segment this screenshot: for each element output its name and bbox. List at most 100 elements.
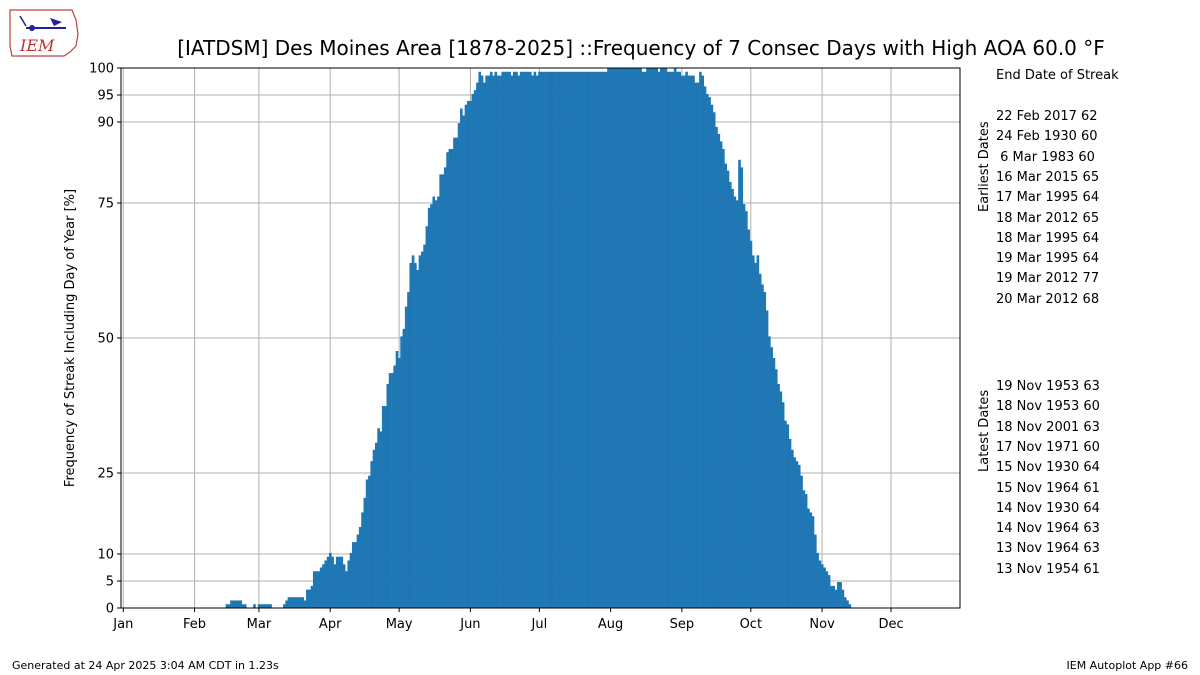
y-tick-label: 10 — [97, 548, 114, 563]
bar-day-282 — [768, 336, 771, 608]
bar-day-179 — [531, 75, 534, 608]
bar-day-116 — [386, 383, 390, 608]
bar-day-122 — [400, 336, 403, 608]
bar-day-160 — [487, 75, 491, 608]
bar-day-295 — [797, 464, 801, 608]
bar-day-108 — [368, 475, 371, 608]
bar-day-314 — [841, 589, 845, 608]
bar-day-89 — [324, 560, 328, 608]
bar-day-182 — [538, 71, 541, 608]
bar-day-102 — [354, 542, 357, 608]
y-tick-label: 5 — [106, 575, 114, 590]
bar-day-204 — [588, 71, 592, 608]
bar-day-191 — [558, 71, 562, 608]
y-tick-label: 100 — [89, 62, 114, 77]
bar-day-169 — [508, 71, 511, 608]
bar-day-80 — [303, 600, 307, 608]
bar-day-188 — [551, 71, 555, 608]
bar-day-274 — [749, 240, 753, 609]
x-tick-label: Sep — [670, 617, 695, 632]
bar-day-242 — [676, 71, 679, 608]
bar-day-90 — [326, 556, 330, 608]
earliest-dates-label: Earliest Dates — [977, 121, 992, 212]
bar-day-127 — [411, 255, 415, 608]
latest-date-entry: 19 Nov 1953 63 — [996, 379, 1100, 394]
bar-day-119 — [393, 365, 396, 608]
bar-day-264 — [726, 170, 730, 608]
earliest-date-entry: 22 Feb 2017 62 — [996, 109, 1098, 124]
bar-day-273 — [747, 229, 750, 608]
bar-day-294 — [795, 461, 799, 608]
bar-day-290 — [786, 424, 790, 608]
bar-day-156 — [478, 71, 482, 608]
bar-day-228 — [643, 71, 647, 608]
bar-day-87 — [319, 567, 323, 608]
bar-day-202 — [584, 71, 587, 608]
bar-day-121 — [397, 357, 401, 608]
bar-day-270 — [740, 167, 744, 609]
bar-day-284 — [772, 357, 776, 608]
bar-day-180 — [533, 71, 537, 608]
bar-day-84 — [312, 571, 316, 608]
bar-day-249 — [692, 75, 695, 608]
bar-day-135 — [430, 204, 433, 608]
bar-day-268 — [735, 200, 739, 609]
latest-dates-label: Latest Dates — [977, 389, 992, 472]
bar-day-165 — [499, 75, 502, 608]
latest-date-entry: 15 Nov 1964 61 — [996, 480, 1100, 496]
bar-day-226 — [639, 68, 642, 608]
bar-day-212 — [607, 68, 610, 608]
bar-day-312 — [837, 582, 840, 608]
latest-date-entry: 14 Nov 1930 64 — [996, 500, 1100, 516]
bar-day-195 — [568, 71, 571, 608]
bar-day-313 — [839, 582, 842, 608]
bar-day-78 — [299, 597, 302, 608]
bar-day-280 — [763, 292, 767, 608]
bar-day-65 — [269, 604, 272, 608]
x-axis-ticks: Jan Feb Mar Apr May Jun Jul Aug Sep Oct Nov Dec — [112, 608, 904, 632]
bar-day-145 — [453, 137, 456, 608]
bar-day-232 — [653, 68, 656, 608]
bar-day-272 — [745, 211, 748, 608]
bar-day-153 — [471, 93, 475, 609]
bar-day-115 — [384, 406, 387, 608]
bar-day-106 — [363, 497, 367, 608]
bar-day-173 — [517, 75, 521, 608]
side-panel-header: End Date of Streak — [996, 68, 1119, 83]
bar-day-211 — [604, 71, 608, 608]
bar-day-275 — [751, 255, 755, 608]
bar-day-58 — [253, 604, 256, 608]
bar-day-205 — [591, 71, 594, 608]
footer-app-label: IEM Autoplot App #66 — [1066, 659, 1189, 672]
bar-day-300 — [809, 512, 813, 608]
bar-day-203 — [586, 71, 590, 608]
bar-day-271 — [742, 204, 746, 608]
bar-day-206 — [593, 71, 596, 608]
y-tick-label: 50 — [97, 332, 114, 347]
bar-day-310 — [832, 585, 836, 608]
bar-day-197 — [572, 71, 576, 608]
bar-day-83 — [310, 585, 314, 608]
bar-day-126 — [409, 262, 413, 608]
bar-day-63 — [264, 604, 268, 608]
x-tick-label: Mar — [247, 617, 272, 632]
bar-day-105 — [361, 512, 364, 608]
bar-day-91 — [329, 552, 332, 608]
earliest-date-entry: 24 Feb 1930 60 — [996, 129, 1098, 145]
bar-day-124 — [404, 306, 408, 608]
bar-day-147 — [457, 123, 461, 608]
bar-day-251 — [696, 82, 700, 608]
bar-day-309 — [830, 585, 833, 608]
bar-day-292 — [791, 449, 794, 608]
bar-day-240 — [671, 71, 675, 608]
logo-text: IEM — [19, 36, 55, 55]
y-axis-label: Frequency of Streak Including Day of Yea… — [63, 189, 78, 487]
footer-generated-text: Generated at 24 Apr 2025 3:04 AM CDT in … — [12, 659, 279, 672]
bar-day-152 — [469, 100, 472, 608]
bar-day-225 — [637, 68, 640, 608]
bar-day-259 — [715, 126, 718, 609]
bar-day-85 — [315, 571, 318, 608]
bar-day-95 — [338, 556, 341, 608]
bar-day-86 — [317, 571, 321, 608]
